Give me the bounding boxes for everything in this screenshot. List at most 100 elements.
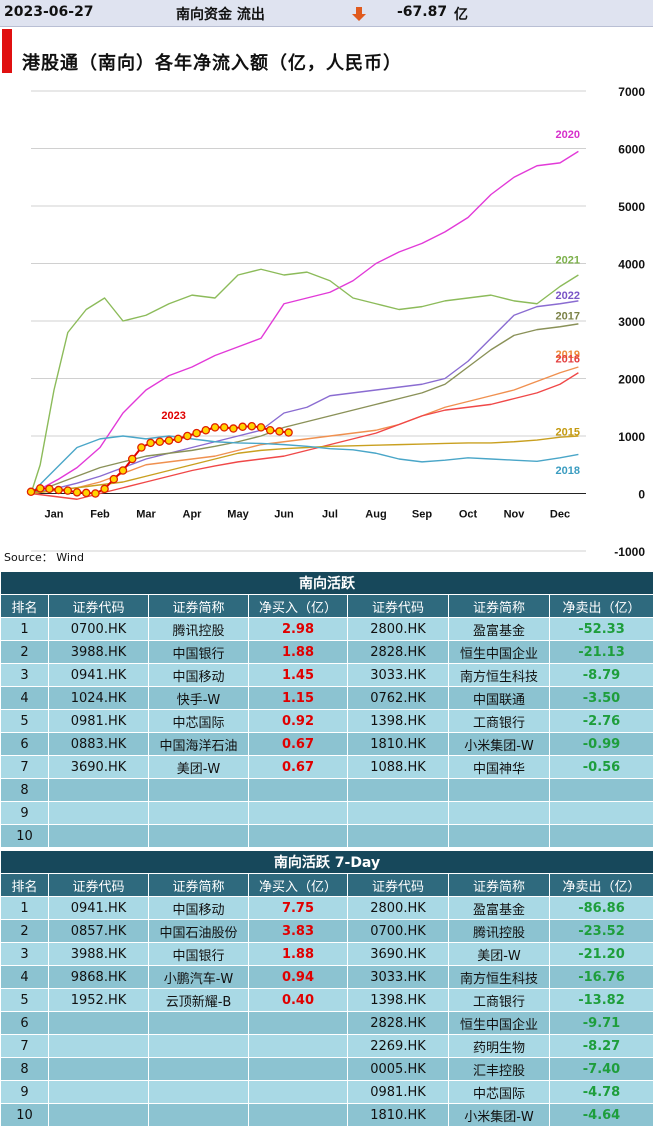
buy-value-cell [248,1034,348,1058]
data-point-2023 [256,423,266,432]
series-label-2021: 2021 [556,254,580,266]
sell-name-cell: 恒生中国企业 [448,1011,550,1035]
x-tick-label: Sep [412,509,432,521]
sell-code-cell: 2828.HK [347,640,449,664]
table-row: 8 [0,778,653,802]
y-tick-label: -1000 [614,545,645,559]
sell-value-cell [549,801,653,825]
buy-code-cell: 0700.HK [48,617,149,641]
buy-name-cell [148,1057,249,1081]
series-label-2016: 2016 [556,353,580,365]
sell-value-cell: -0.56 [549,755,653,779]
series-label-2022: 2022 [556,290,580,302]
sell-name-cell [448,778,550,802]
series-label-2020: 2020 [556,129,580,141]
sell-name-cell: 中芯国际 [448,1080,550,1104]
buy-name-cell [148,801,249,825]
column-header: 净买入（亿） [248,594,348,618]
sell-code-cell: 1398.HK [347,988,449,1012]
buy-value-cell: 0.40 [248,988,348,1012]
buy-value-cell: 1.88 [248,640,348,664]
y-tick-label: 5000 [618,200,645,214]
sell-value-cell: -3.50 [549,686,653,710]
table-row: 6 2828.HK 恒生中国企业 -9.71 [0,1011,653,1035]
column-header: 排名 [0,873,49,897]
y-tick-label: 3000 [618,315,645,329]
buy-code-cell [48,1080,149,1104]
data-point-2023 [192,428,201,438]
buy-name-cell: 中国银行 [148,942,249,966]
buy-value-cell: 1.45 [248,663,348,687]
sell-value-cell: -8.27 [549,1034,653,1058]
buy-code-cell: 3988.HK [48,942,149,966]
series-label-2015: 2015 [556,426,580,438]
sell-name-cell: 恒生中国企业 [448,640,550,664]
sell-name-cell: 中国联通 [448,686,550,710]
table-caption: 南向活跃 [0,571,653,595]
buy-value-cell [248,801,348,825]
sell-code-cell: 1810.HK [347,1103,449,1127]
sell-value-cell: -16.76 [549,965,653,989]
data-point-2023 [118,466,128,475]
table-row: 1 0700.HK 腾讯控股 2.98 2800.HK 盈富基金 -52.33 [0,617,653,641]
title-accent-bar [2,29,12,73]
table-header-row: 排名 证券代码 证券简称 净买入（亿） 证券代码 证券简称 净卖出（亿） [0,873,653,897]
column-header: 证券代码 [48,873,149,897]
buy-value-cell: 1.88 [248,942,348,966]
column-header: 证券简称 [148,594,249,618]
sell-code-cell: 2800.HK [347,617,449,641]
column-header: 净卖出（亿） [549,594,653,618]
sell-name-cell: 汇丰控股 [448,1057,550,1081]
sell-code-cell [347,824,449,848]
x-tick-label: Dec [550,509,570,521]
sell-name-cell: 中国神华 [448,755,550,779]
sell-name-cell: 工商银行 [448,709,550,733]
series-label-2018: 2018 [556,465,580,477]
y-tick-label: 2000 [618,373,645,387]
sell-value-cell: -21.20 [549,942,653,966]
table-row: 4 9868.HK 小鹏汽车-W 0.94 3033.HK 南方恒生科技 -16.76 [0,965,653,989]
buy-value-cell: 0.67 [248,732,348,756]
buy-name-cell [148,1080,249,1104]
sell-code-cell: 2269.HK [347,1034,449,1058]
sell-value-cell [549,824,653,848]
x-tick-label: Mar [136,509,156,521]
chart-panel: -1000 0 1000 2000 3000 4000 5000 6000 7000 Jan Feb… [0,27,653,570]
buy-code-cell: 0883.HK [48,732,149,756]
buy-name-cell: 腾讯控股 [148,617,249,641]
x-tick-label: Jul [322,509,338,521]
rank-cell: 3 [0,663,49,687]
y-tick-label: 1000 [618,430,645,444]
y-tick-label: 4000 [618,258,645,272]
buy-code-cell [48,1103,149,1127]
table-row: 4 1024.HK 快手-W 1.15 0762.HK 中国联通 -3.50 [0,686,653,710]
data-point-2023 [81,488,91,498]
data-point-2023 [26,487,36,497]
sell-code-cell: 1810.HK [347,732,449,756]
x-tick-label: Nov [504,509,526,521]
rank-cell: 9 [0,1080,49,1104]
table-row: 7 2269.HK 药明生物 -8.27 [0,1034,653,1058]
buy-value-cell: 2.98 [248,617,348,641]
series-label-2019: 2019 [556,349,580,361]
buy-name-cell: 中国石油股份 [148,919,249,943]
table-header-row: 排名 证券代码 证券简称 净买入（亿） 证券代码 证券简称 净卖出（亿） [0,594,653,618]
rank-cell: 7 [0,755,49,779]
buy-name-cell [148,778,249,802]
rank-cell: 8 [0,778,49,802]
series-line-2015 [30,435,579,495]
buy-value-cell [248,1103,348,1127]
buy-value-cell: 0.94 [248,965,348,989]
buy-value-cell: 0.67 [248,755,348,779]
buy-name-cell: 快手-W [148,686,249,710]
sell-code-cell: 0700.HK [347,919,449,943]
sell-code-cell: 2800.HK [347,896,449,920]
header-date: 2023-06-27 [4,4,94,20]
column-header: 净卖出（亿） [549,873,653,897]
data-point-2023 [265,425,275,435]
rank-cell: 2 [0,640,49,664]
sell-name-cell: 药明生物 [448,1034,550,1058]
buy-value-cell: 7.75 [248,896,348,920]
sell-code-cell: 3033.HK [347,965,449,989]
chart-title: 港股通（南向）各年净流入额（亿，人民币） [22,53,402,74]
